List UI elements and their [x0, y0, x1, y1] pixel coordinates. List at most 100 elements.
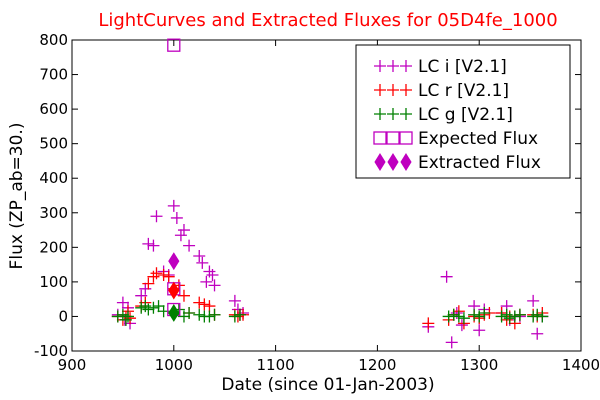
data-point — [183, 239, 196, 252]
chart-title: LightCurves and Extracted Fluxes for 05D… — [98, 10, 557, 31]
data-point — [450, 306, 463, 319]
legend-marker — [387, 60, 399, 72]
y-axis-label: Flux (ZP_ab=30.) — [7, 123, 27, 270]
data-point — [147, 270, 160, 283]
data-point — [150, 210, 163, 223]
y-tick-label: 400 — [39, 169, 68, 187]
y-tick-label: 300 — [39, 204, 68, 222]
legend-marker — [387, 153, 399, 171]
x-tick-label: 1000 — [155, 356, 193, 374]
x-tick-label: 1300 — [460, 356, 498, 374]
data-point — [527, 294, 540, 307]
legend-label: LC g [V2.1] — [418, 105, 513, 125]
data-point — [111, 310, 124, 323]
legend-marker — [374, 84, 386, 96]
y-tick-label: 800 — [39, 31, 68, 49]
data-point — [445, 336, 458, 349]
data-point — [116, 308, 129, 321]
legend-marker — [400, 84, 412, 96]
legend-label: Expected Flux — [418, 129, 538, 149]
y-tick-label: 500 — [39, 135, 68, 153]
data-point — [513, 308, 526, 321]
data-point — [457, 312, 470, 325]
x-tick-label: 1200 — [358, 356, 396, 374]
axis-ticks: 900 1000 1100 1200 1300 1400 -100 0 100 200 300 400… — [34, 31, 600, 374]
data-point — [116, 296, 129, 309]
legend-marker — [400, 108, 412, 120]
data-point — [208, 279, 221, 292]
plot-frame — [71, 39, 582, 352]
legend-marker — [399, 131, 413, 145]
data-point — [193, 308, 206, 321]
data-point — [196, 256, 209, 269]
data-point — [536, 310, 549, 323]
data-point — [500, 308, 513, 321]
legend-marker — [387, 108, 399, 120]
data-point — [177, 289, 190, 302]
data-point — [183, 306, 196, 319]
data-point — [147, 239, 160, 252]
y-tick-label: 700 — [39, 66, 68, 84]
data-point — [473, 324, 486, 337]
data-point — [228, 294, 241, 307]
legend-marker — [386, 131, 400, 145]
data-point — [177, 224, 190, 237]
data-point — [473, 310, 486, 323]
data-point — [167, 38, 181, 52]
y-tick-label: 200 — [39, 238, 68, 256]
data-point — [531, 327, 544, 340]
legend-marker — [374, 108, 386, 120]
data-point — [447, 308, 460, 321]
data-point — [468, 308, 481, 321]
legend-label: LC i [V2.1] — [418, 57, 507, 77]
data-point — [157, 268, 170, 281]
y-tick-label: -100 — [34, 342, 68, 360]
data-point — [442, 310, 455, 323]
data-point — [208, 308, 221, 321]
data-point — [168, 252, 180, 271]
data-point — [503, 312, 516, 325]
data-point — [174, 229, 187, 242]
data-point — [142, 277, 155, 290]
data-point — [193, 296, 206, 309]
data-point — [162, 270, 175, 283]
legend-marker — [374, 153, 386, 171]
data-point — [147, 301, 160, 314]
data-point — [142, 303, 155, 316]
legend-label: Extracted Flux — [418, 153, 541, 173]
data-point — [495, 310, 508, 323]
x-tick-label: 900 — [58, 356, 87, 374]
y-tick-label: 600 — [39, 100, 68, 118]
data-point — [121, 310, 134, 323]
data-point — [152, 300, 165, 313]
legend-marker — [373, 131, 387, 145]
data-point — [139, 282, 152, 295]
legend-label: LC r [V2.1] — [418, 81, 509, 101]
data-point — [233, 308, 246, 321]
x-tick-label: 1100 — [257, 356, 295, 374]
data-point — [198, 298, 211, 311]
y-tick-label: 100 — [39, 273, 68, 291]
data-point — [168, 281, 180, 300]
data-point — [206, 268, 219, 281]
data-point — [203, 300, 216, 313]
data-points — [111, 38, 549, 349]
data-point — [168, 304, 180, 322]
data-point — [440, 270, 453, 283]
data-point — [508, 310, 521, 323]
data-point — [170, 211, 183, 224]
data-point — [452, 310, 465, 323]
data-point — [135, 289, 148, 302]
legend-marker — [387, 84, 399, 96]
x-tick-label: 1400 — [562, 356, 600, 374]
legend: LC i [V2.1] LC r [V2.1] LC g [V2.1] Expecte… — [355, 44, 571, 179]
y-tick-label: 0 — [58, 307, 68, 325]
x-axis-label: Date (since 01-Jan-2003) — [221, 375, 434, 395]
data-point — [142, 237, 155, 250]
data-point — [478, 306, 491, 319]
data-point — [200, 275, 213, 288]
data-point — [455, 319, 468, 332]
data-point — [203, 265, 216, 278]
data-point — [167, 199, 180, 212]
